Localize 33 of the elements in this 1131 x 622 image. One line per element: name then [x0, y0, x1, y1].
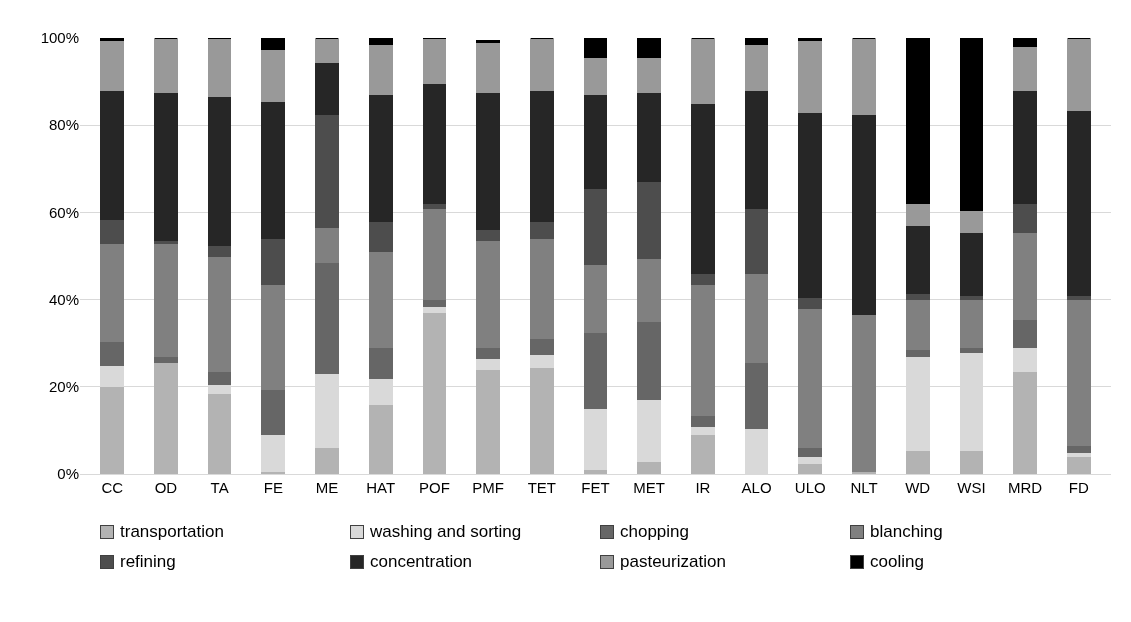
x-tick-label: ALO: [741, 479, 772, 496]
y-tick-label: 60%: [48, 203, 79, 221]
y-tick-label: 80%: [48, 116, 79, 134]
x-tick-label: NLT: [850, 479, 878, 496]
legend-label: concentration: [370, 552, 473, 572]
x-tick-label: CC: [101, 479, 124, 496]
x-tick-label: FE: [263, 479, 283, 496]
legend-label: chopping: [620, 522, 690, 542]
x-tick-label: PMF: [472, 479, 504, 496]
x-tick-label: ME: [315, 479, 339, 496]
x-tick-label: WSI: [957, 479, 986, 496]
x-tick-label: FET: [581, 479, 610, 496]
y-tick-label: 20%: [48, 378, 79, 396]
y-tick-label: 40%: [48, 290, 79, 308]
x-tick-label: FD: [1068, 479, 1089, 496]
x-tick-label: ULO: [794, 479, 826, 496]
x-tick-label: IR: [695, 479, 711, 496]
x-tick-label: MRD: [1007, 479, 1043, 496]
x-tick-label: MET: [633, 479, 666, 496]
x-tick-label: HAT: [366, 479, 396, 496]
y-tick-label: 100%: [40, 29, 79, 47]
legend-label: pasteurization: [620, 552, 726, 572]
legend-label: refining: [120, 552, 176, 572]
x-tick-label: TET: [527, 479, 556, 496]
y-tick-label: 0%: [57, 465, 79, 483]
legend-label: blanching: [870, 522, 943, 542]
legend-label: transportation: [120, 522, 224, 542]
x-tick-label: POF: [418, 479, 450, 496]
x-tick-label: OD: [154, 479, 178, 496]
legend-label: washing and sorting: [370, 522, 522, 542]
x-tick-label: WD: [905, 479, 931, 496]
legend-label: cooling: [870, 552, 924, 572]
x-tick-label: TA: [210, 479, 229, 496]
